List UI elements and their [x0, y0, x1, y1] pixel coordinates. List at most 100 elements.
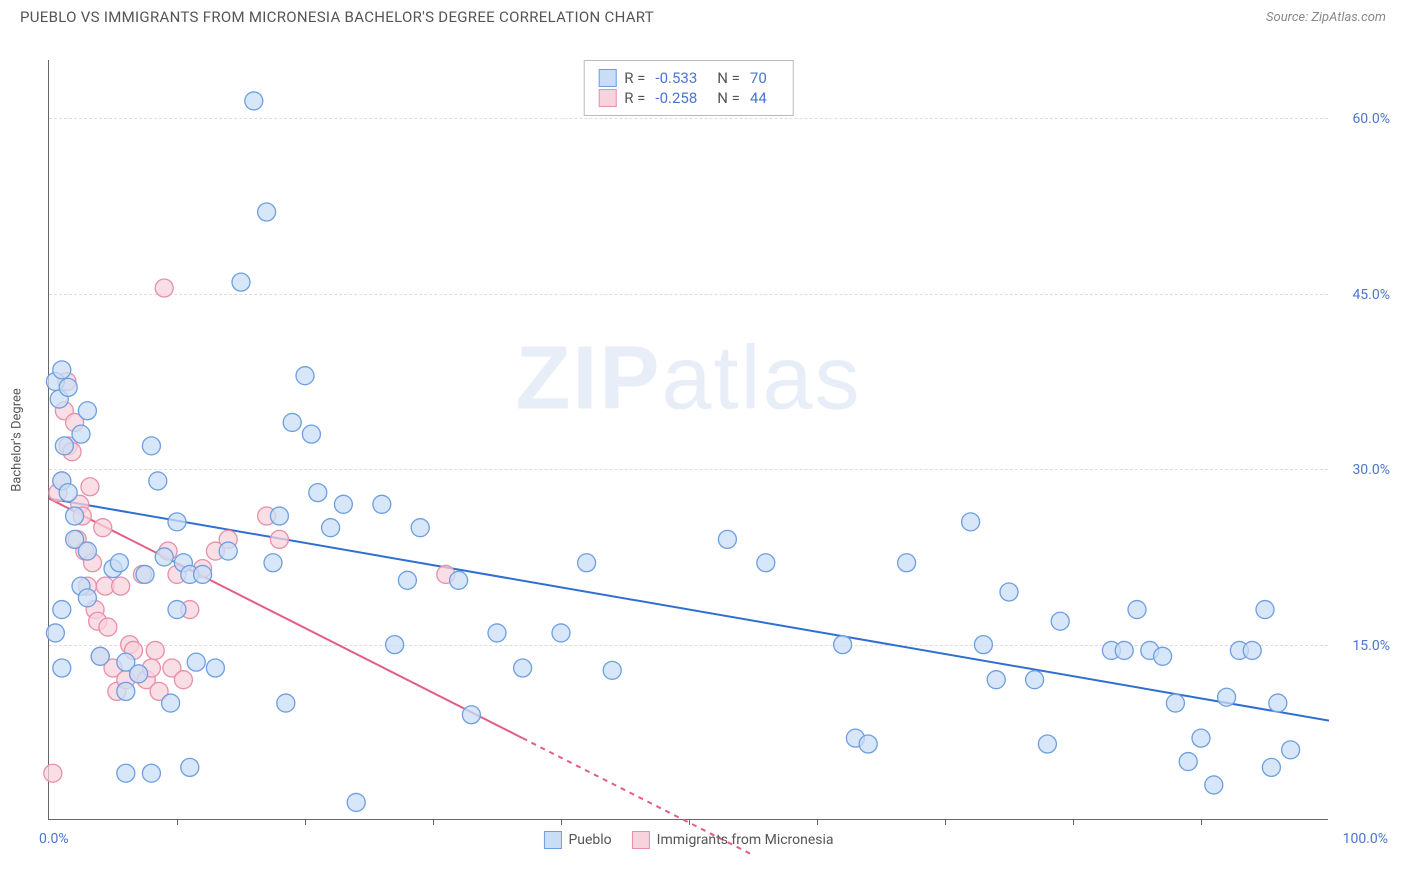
data-point — [181, 758, 199, 776]
x-axis-min-label: 0.0% — [39, 831, 69, 847]
data-point — [1269, 694, 1287, 712]
swatch-micronesia — [598, 89, 616, 107]
data-point — [53, 659, 71, 677]
chart-title: PUEBLO VS IMMIGRANTS FROM MICRONESIA BAC… — [20, 8, 654, 26]
x-tick — [817, 819, 818, 825]
x-axis-max-label: 100.0% — [1343, 831, 1388, 847]
data-point — [987, 671, 1005, 689]
data-point — [578, 554, 596, 572]
data-point — [72, 425, 90, 443]
n-value-a: 70 — [750, 69, 767, 87]
data-point — [859, 735, 877, 753]
data-point — [462, 706, 480, 724]
legend-row-a: R = -0.533 N = 70 — [598, 69, 779, 87]
data-point — [46, 624, 64, 642]
data-point — [194, 565, 212, 583]
data-point — [78, 542, 96, 560]
data-point — [146, 641, 164, 659]
data-point — [59, 378, 77, 396]
swatch-pueblo-icon — [543, 831, 561, 849]
x-tick — [305, 819, 306, 825]
data-point — [1192, 729, 1210, 747]
data-point — [1115, 641, 1133, 659]
data-point — [347, 793, 365, 811]
data-point — [258, 203, 276, 221]
data-point — [81, 478, 99, 496]
data-point — [1000, 583, 1018, 601]
data-point — [245, 92, 263, 110]
data-point — [112, 577, 130, 595]
data-point — [1179, 753, 1197, 771]
data-point — [757, 554, 775, 572]
data-point — [1282, 741, 1300, 759]
data-point — [898, 554, 916, 572]
x-tick — [689, 819, 690, 825]
data-point — [974, 636, 992, 654]
data-point — [277, 694, 295, 712]
data-point — [1262, 758, 1280, 776]
data-point — [78, 402, 96, 420]
data-point — [488, 624, 506, 642]
data-point — [55, 437, 73, 455]
series-legend: Pueblo Immigrants from Micronesia — [543, 831, 833, 849]
data-point — [552, 624, 570, 642]
data-point — [66, 507, 84, 525]
data-point — [309, 484, 327, 502]
x-tick — [561, 819, 562, 825]
data-point — [322, 519, 340, 537]
data-point — [373, 495, 391, 513]
data-point — [1154, 647, 1172, 665]
data-point — [91, 647, 109, 665]
y-tick-label: 45.0% — [1352, 287, 1390, 303]
swatch-pueblo — [598, 69, 616, 87]
data-point — [232, 273, 250, 291]
data-point — [514, 659, 532, 677]
data-point — [1038, 735, 1056, 753]
data-point — [155, 279, 173, 297]
data-point — [398, 571, 416, 589]
data-point — [962, 513, 980, 531]
data-point — [174, 671, 192, 689]
data-point — [1218, 688, 1236, 706]
data-point — [187, 653, 205, 671]
chart-plot-area: Bachelor's Degree ZIPatlas 15.0%30.0%45.… — [48, 60, 1328, 820]
data-point — [59, 484, 77, 502]
y-tick-label: 15.0% — [1352, 638, 1390, 654]
data-point — [117, 764, 135, 782]
x-tick — [1201, 819, 1202, 825]
data-point — [264, 554, 282, 572]
x-tick — [945, 819, 946, 825]
data-point — [110, 554, 128, 572]
swatch-micronesia-icon — [632, 831, 650, 849]
data-point — [386, 636, 404, 654]
data-point — [168, 601, 186, 619]
data-point — [450, 571, 468, 589]
y-tick-label: 60.0% — [1352, 111, 1390, 127]
data-point — [206, 659, 224, 677]
r-value-b: -0.258 — [655, 89, 697, 107]
n-value-b: 44 — [750, 89, 767, 107]
data-point — [142, 437, 160, 455]
data-point — [302, 425, 320, 443]
data-point — [136, 565, 154, 583]
correlation-legend: R = -0.533 N = 70 R = -0.258 N = 44 — [583, 60, 794, 116]
x-tick — [1073, 819, 1074, 825]
data-point — [155, 548, 173, 566]
x-tick — [433, 819, 434, 825]
data-point — [296, 367, 314, 385]
data-point — [1026, 671, 1044, 689]
data-point — [168, 513, 186, 531]
data-point — [117, 682, 135, 700]
data-point — [142, 764, 160, 782]
data-point — [149, 472, 167, 490]
data-point — [718, 530, 736, 548]
r-value-a: -0.533 — [655, 69, 697, 87]
scatter-points — [49, 60, 1328, 819]
data-point — [219, 542, 237, 560]
data-point — [53, 361, 71, 379]
data-point — [78, 589, 96, 607]
legend-item-micronesia: Immigrants from Micronesia — [632, 831, 834, 849]
y-tick-label: 30.0% — [1352, 462, 1390, 478]
data-point — [94, 519, 112, 537]
data-point — [44, 764, 62, 782]
